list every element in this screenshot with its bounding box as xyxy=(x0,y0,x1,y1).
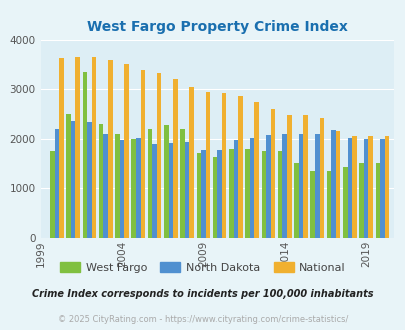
Bar xyxy=(303,115,307,238)
Bar xyxy=(180,129,184,238)
Bar xyxy=(294,163,298,238)
Bar xyxy=(310,171,314,238)
Bar xyxy=(200,150,205,238)
Bar xyxy=(82,72,87,238)
Bar xyxy=(147,129,152,238)
Bar xyxy=(131,139,136,238)
Bar xyxy=(363,139,367,238)
Bar xyxy=(217,150,222,238)
Bar xyxy=(124,64,128,238)
Bar xyxy=(245,148,249,238)
Bar xyxy=(233,140,238,238)
Bar xyxy=(92,57,96,238)
Bar xyxy=(249,138,254,238)
Bar xyxy=(168,143,173,238)
Bar xyxy=(115,134,119,238)
Bar xyxy=(136,138,140,238)
Bar xyxy=(205,92,210,238)
Bar xyxy=(277,151,282,238)
Bar xyxy=(71,121,75,238)
Bar xyxy=(335,131,339,238)
Bar xyxy=(261,151,266,238)
Bar xyxy=(254,102,258,238)
Bar xyxy=(108,60,112,238)
Text: Crime Index corresponds to incidents per 100,000 inhabitants: Crime Index corresponds to incidents per… xyxy=(32,289,373,299)
Text: © 2025 CityRating.com - https://www.cityrating.com/crime-statistics/: © 2025 CityRating.com - https://www.city… xyxy=(58,315,347,324)
Bar xyxy=(119,140,124,238)
Bar xyxy=(189,87,194,238)
Bar xyxy=(87,122,92,238)
Bar xyxy=(164,125,168,238)
Bar xyxy=(270,110,275,238)
Bar xyxy=(319,118,323,238)
Bar xyxy=(66,115,71,238)
Bar xyxy=(196,153,200,238)
Bar xyxy=(75,57,80,238)
Bar xyxy=(375,163,379,238)
Bar xyxy=(282,134,286,238)
Bar xyxy=(326,171,330,238)
Bar xyxy=(358,163,363,238)
Bar xyxy=(384,136,388,238)
Bar xyxy=(228,148,233,238)
Bar xyxy=(286,115,291,238)
Bar xyxy=(59,58,64,238)
Bar xyxy=(99,124,103,238)
Title: West Fargo Property Crime Index: West Fargo Property Crime Index xyxy=(87,20,347,34)
Bar xyxy=(156,73,161,238)
Bar xyxy=(173,79,177,238)
Bar xyxy=(212,157,217,238)
Bar xyxy=(347,138,351,238)
Bar xyxy=(152,144,156,238)
Bar xyxy=(342,167,347,238)
Bar xyxy=(379,139,384,238)
Bar xyxy=(351,136,356,238)
Bar xyxy=(222,93,226,238)
Legend: West Fargo, North Dakota, National: West Fargo, North Dakota, National xyxy=(55,258,350,278)
Bar xyxy=(266,135,270,238)
Bar xyxy=(140,70,145,238)
Bar xyxy=(184,142,189,238)
Bar xyxy=(314,134,319,238)
Bar xyxy=(54,129,59,238)
Bar xyxy=(367,136,372,238)
Bar xyxy=(330,130,335,238)
Bar xyxy=(238,96,242,238)
Bar xyxy=(103,134,108,238)
Bar xyxy=(50,151,54,238)
Bar xyxy=(298,134,303,238)
